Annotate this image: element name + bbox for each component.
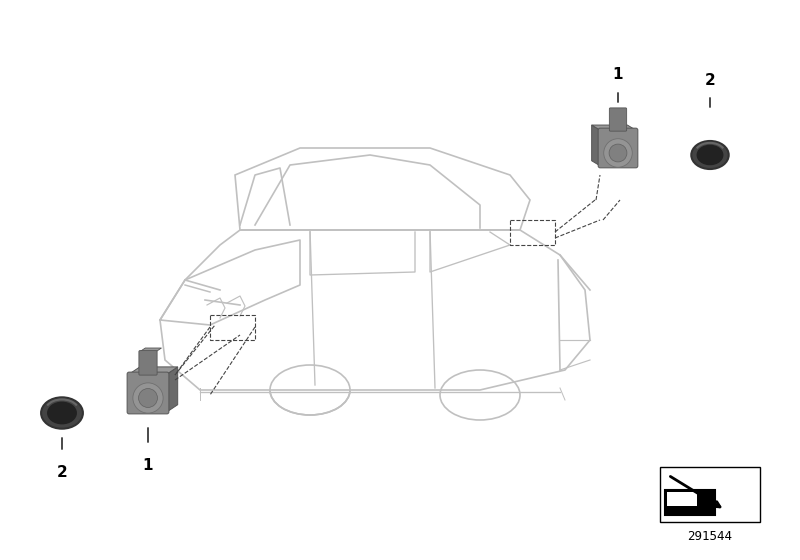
- FancyBboxPatch shape: [598, 128, 638, 168]
- Ellipse shape: [691, 141, 729, 169]
- Polygon shape: [167, 367, 178, 412]
- Polygon shape: [592, 125, 636, 130]
- Ellipse shape: [698, 146, 722, 165]
- FancyBboxPatch shape: [610, 108, 626, 131]
- Text: 291544: 291544: [687, 530, 733, 543]
- Ellipse shape: [604, 139, 632, 167]
- Ellipse shape: [133, 383, 163, 413]
- FancyBboxPatch shape: [127, 372, 169, 414]
- Bar: [660, 467, 760, 522]
- Text: 2: 2: [705, 73, 715, 88]
- Polygon shape: [592, 125, 600, 166]
- Text: 1: 1: [142, 458, 154, 473]
- Ellipse shape: [48, 402, 76, 424]
- Text: 2: 2: [57, 465, 67, 480]
- Bar: [667, 492, 697, 506]
- FancyBboxPatch shape: [139, 351, 157, 375]
- Text: 1: 1: [613, 67, 623, 82]
- Ellipse shape: [138, 389, 158, 408]
- Polygon shape: [140, 348, 162, 352]
- Bar: [665, 490, 715, 515]
- Polygon shape: [129, 367, 178, 374]
- Ellipse shape: [609, 144, 627, 162]
- Ellipse shape: [41, 398, 83, 428]
